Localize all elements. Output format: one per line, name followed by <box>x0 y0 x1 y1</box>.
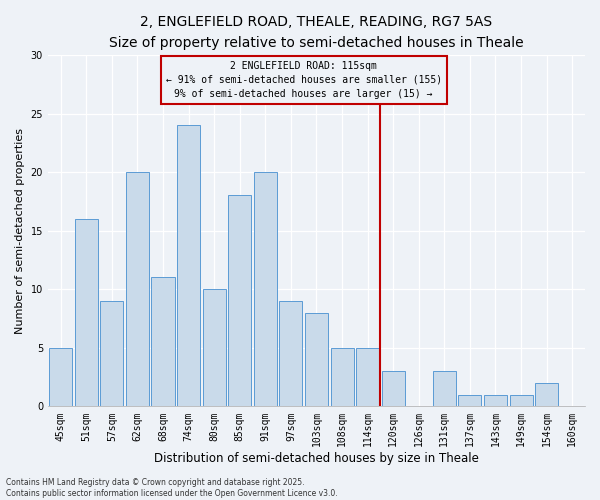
Y-axis label: Number of semi-detached properties: Number of semi-detached properties <box>15 128 25 334</box>
Bar <box>126 172 149 406</box>
Bar <box>151 278 175 406</box>
Bar <box>305 312 328 406</box>
Bar <box>203 289 226 406</box>
Bar <box>228 196 251 406</box>
Bar <box>433 371 456 406</box>
Bar <box>100 301 124 406</box>
Bar <box>280 301 302 406</box>
Bar <box>177 125 200 406</box>
Bar <box>331 348 353 406</box>
Text: 2 ENGLEFIELD ROAD: 115sqm
← 91% of semi-detached houses are smaller (155)
9% of : 2 ENGLEFIELD ROAD: 115sqm ← 91% of semi-… <box>166 61 442 99</box>
Bar <box>509 394 533 406</box>
Title: 2, ENGLEFIELD ROAD, THEALE, READING, RG7 5AS
Size of property relative to semi-d: 2, ENGLEFIELD ROAD, THEALE, READING, RG7… <box>109 15 524 50</box>
Bar <box>75 219 98 406</box>
Bar <box>458 394 481 406</box>
Bar <box>49 348 72 406</box>
Bar <box>356 348 379 406</box>
Text: Contains HM Land Registry data © Crown copyright and database right 2025.
Contai: Contains HM Land Registry data © Crown c… <box>6 478 338 498</box>
Bar <box>382 371 404 406</box>
X-axis label: Distribution of semi-detached houses by size in Theale: Distribution of semi-detached houses by … <box>154 452 479 465</box>
Bar <box>254 172 277 406</box>
Bar <box>484 394 507 406</box>
Bar <box>535 383 558 406</box>
